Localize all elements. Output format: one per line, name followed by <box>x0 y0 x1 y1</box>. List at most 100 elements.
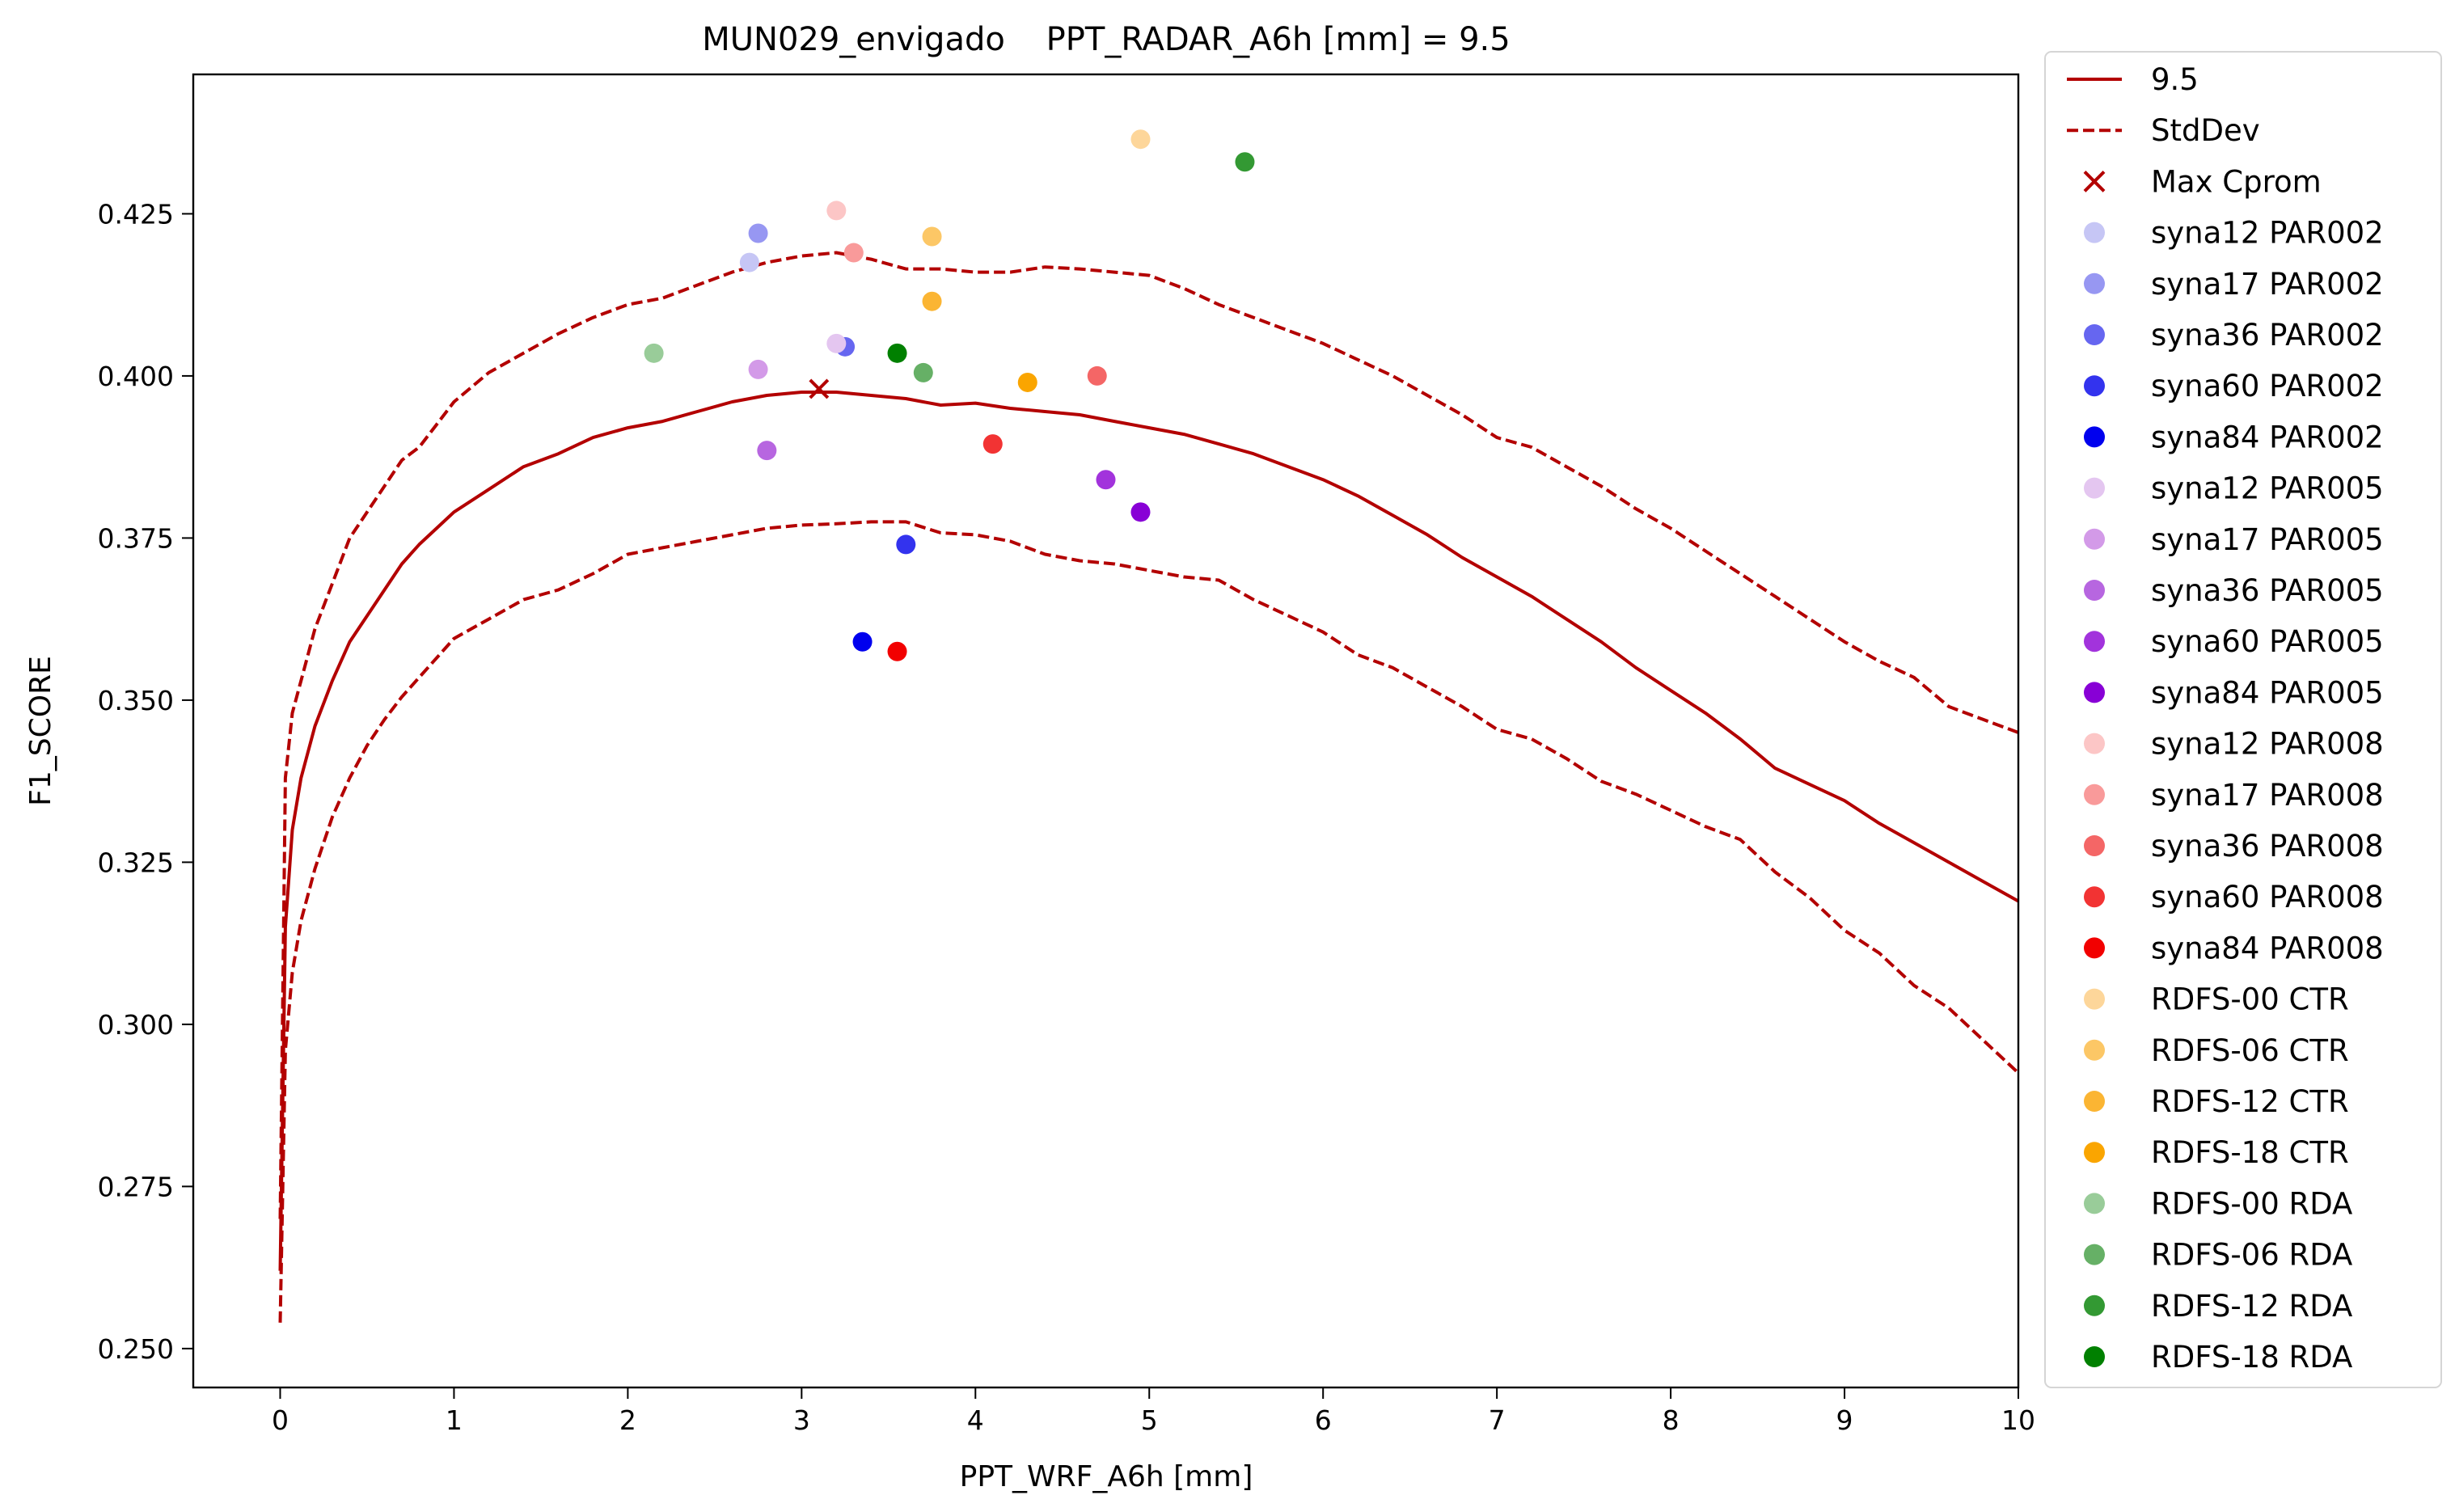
scatter-point-16 <box>1130 129 1151 150</box>
legend-label: syna60 PAR002 <box>2151 369 2384 403</box>
legend-label: syna84 PAR008 <box>2151 931 2384 965</box>
legend-entry: Max Cprom <box>2083 164 2322 199</box>
legend-dot-swatch <box>2084 835 2105 856</box>
x-tick-label: 3 <box>793 1404 810 1436</box>
legend-entry: syna60 PAR005 <box>2084 624 2384 659</box>
legend-dot-swatch <box>2084 426 2105 448</box>
legend-entry: syna12 PAR008 <box>2084 727 2384 762</box>
legend-label: syna84 PAR005 <box>2151 675 2384 710</box>
scatter-point-19 <box>1017 372 1037 392</box>
legend-label: RDFS-06 RDA <box>2151 1238 2352 1273</box>
legend-dot-swatch <box>2084 1346 2105 1367</box>
scatter-point-11 <box>826 201 847 221</box>
legend-entry: syna84 PAR008 <box>2084 931 2384 965</box>
legend-label: syna17 PAR005 <box>2151 522 2384 557</box>
legend-label: syna60 PAR005 <box>2151 624 2384 659</box>
legend: 9.5 StdDev Max Cprom syna12 PAR002 syna17 PA… <box>2044 51 2442 1388</box>
y-tick-label: 0.250 <box>98 1333 174 1365</box>
x-tick-label: 0 <box>272 1404 289 1436</box>
scatter-point-15 <box>887 641 907 661</box>
legend-dot-swatch <box>2084 1091 2105 1112</box>
x-tick-label: 7 <box>1489 1404 1506 1436</box>
legend-label: syna17 PAR002 <box>2151 267 2384 302</box>
legend-entry: StdDev <box>2067 113 2260 148</box>
legend-entry: syna84 PAR002 <box>2084 420 2384 454</box>
legend-label: syna12 PAR002 <box>2151 216 2384 251</box>
scatter-point-14 <box>982 434 1003 454</box>
scatter-point-5 <box>852 631 873 652</box>
chart-title: MUN029_envigado PPT_RADAR_A6h [mm] = 9.5 <box>702 21 1510 58</box>
legend-dot-swatch <box>2084 222 2105 243</box>
legend-entry: RDFS-06 CTR <box>2084 1033 2349 1068</box>
legend-x-swatch <box>2083 170 2106 192</box>
scatter-point-2 <box>748 223 768 243</box>
scatter-point-10 <box>1130 502 1151 522</box>
legend-dot-swatch <box>2084 1142 2105 1164</box>
plot-area <box>192 73 2020 1389</box>
legend-entry: RDFS-18 RDA <box>2084 1340 2352 1375</box>
y-tick-label: 0.375 <box>98 522 174 554</box>
legend-dot-swatch <box>2084 1244 2105 1265</box>
scatter-layer <box>644 129 1255 661</box>
legend-dot-swatch <box>2084 528 2105 550</box>
x-tick-label: 4 <box>967 1404 984 1436</box>
legend-entry: syna36 PAR005 <box>2084 573 2384 608</box>
scatter-point-23 <box>887 343 907 363</box>
legend-dot-swatch <box>2084 1039 2105 1061</box>
legend-label: syna12 PAR008 <box>2151 727 2384 762</box>
legend-label: RDFS-18 RDA <box>2151 1340 2352 1375</box>
y-tick-label: 0.275 <box>98 1171 174 1202</box>
legend-label: RDFS-18 CTR <box>2151 1135 2349 1170</box>
scatter-point-1 <box>739 252 759 272</box>
legend-entry: syna36 PAR008 <box>2084 829 2384 864</box>
scatter-point-17 <box>922 226 942 247</box>
y-tick-label: 0.425 <box>98 198 174 230</box>
y-tick-label: 0.400 <box>98 361 174 392</box>
legend-label: syna36 PAR005 <box>2151 573 2384 608</box>
legend-entry: syna60 PAR002 <box>2084 369 2384 403</box>
legend-dot-swatch <box>2084 375 2105 397</box>
legend-dot-swatch <box>2084 988 2105 1010</box>
legend-dot-swatch <box>2084 783 2105 805</box>
legend-label: syna36 PAR002 <box>2151 318 2384 353</box>
scatter-point-18 <box>922 291 942 311</box>
x-tick-label: 1 <box>446 1404 463 1436</box>
legend-entry: RDFS-12 CTR <box>2084 1084 2349 1119</box>
legend-label: 9.5 <box>2151 62 2199 97</box>
x-tick-label: 9 <box>1836 1404 1853 1436</box>
series-line-3 <box>278 520 2020 1323</box>
scatter-point-8 <box>757 441 777 461</box>
series-line-1 <box>278 391 2019 1271</box>
scatter-point-12 <box>843 243 864 263</box>
y-tick-label: 0.300 <box>98 1009 174 1041</box>
legend-entry: syna36 PAR002 <box>2084 318 2384 353</box>
y-axis: 0.250 0.275 0.300 0.325 0.350 0.375 0.400 0.425 <box>98 198 193 1365</box>
legend-entry: RDFS-12 RDA <box>2084 1289 2352 1324</box>
legend-entry: RDFS-00 RDA <box>2084 1186 2352 1221</box>
x-axis: 0 1 2 3 4 5 6 7 8 9 10 <box>272 1387 2035 1436</box>
scatter-point-22 <box>1235 152 1255 172</box>
scatter-point-13 <box>1087 365 1107 386</box>
scatter-point-20 <box>644 343 664 363</box>
legend-box <box>2044 51 2442 1388</box>
x-tick-label: 6 <box>1315 1404 1332 1436</box>
legend-label: RDFS-12 CTR <box>2151 1084 2349 1119</box>
legend-entry: syna17 PAR002 <box>2084 267 2384 302</box>
scatter-point-21 <box>913 362 933 382</box>
legend-entry: syna12 PAR005 <box>2084 471 2384 506</box>
x-tick-label: 10 <box>2001 1404 2035 1436</box>
legend-entry: RDFS-18 CTR <box>2084 1135 2349 1170</box>
legend-entry: 9.5 <box>2067 62 2199 97</box>
y-axis-label: F1_SCORE <box>24 656 57 806</box>
scatter-point-6 <box>826 333 847 353</box>
y-tick-label: 0.325 <box>98 847 174 878</box>
legend-label: syna12 PAR005 <box>2151 471 2384 506</box>
x-tick-label: 2 <box>619 1404 636 1436</box>
legend-dot-swatch <box>2084 733 2105 754</box>
legend-dot-swatch <box>2084 1294 2105 1316</box>
legend-dot-swatch <box>2084 886 2105 908</box>
x-axis-label: PPT_WRF_A6h [mm] <box>960 1460 1253 1493</box>
legend-label: syna84 PAR002 <box>2151 420 2384 454</box>
scatter-point-4 <box>896 534 916 555</box>
